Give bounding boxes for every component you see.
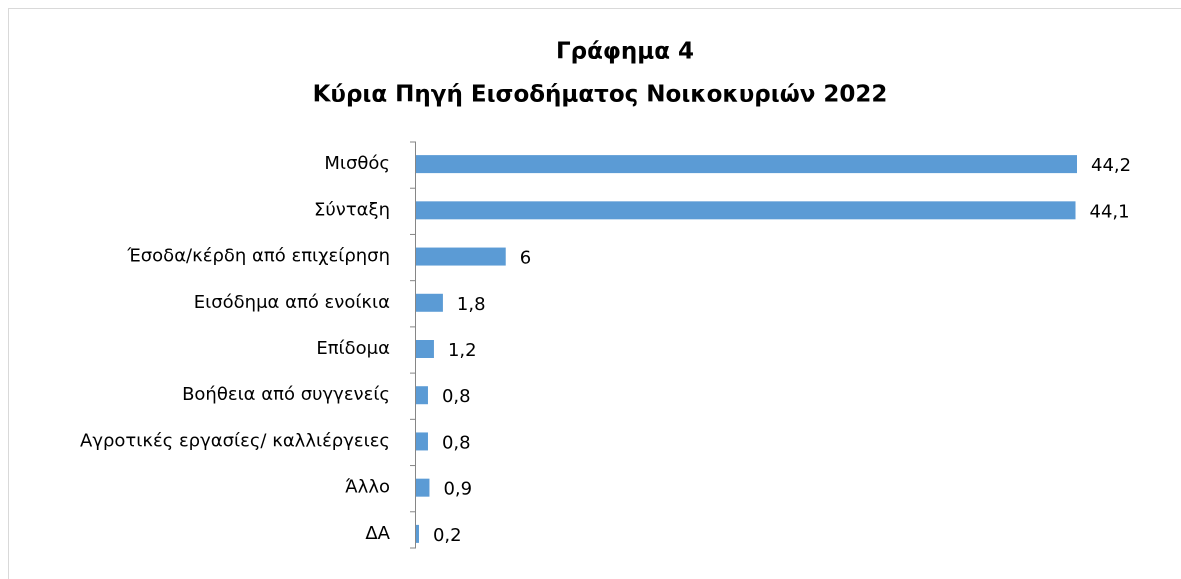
y-tick-label: Σύνταξη	[314, 199, 390, 220]
data-label: 44,2	[1091, 155, 1131, 176]
bar	[416, 247, 506, 266]
y-tick-label: Εισόδημα από ενοίκια	[194, 292, 390, 313]
y-tick-label: Άλλο	[345, 477, 390, 498]
chart-subtitle: Κύρια Πηγή Εισοδήματος Νοικοκυριών 2022	[313, 82, 888, 108]
data-label: 0,8	[442, 432, 471, 453]
y-tick-label: Έσοδα/κέρδη από επιχείρηση	[126, 246, 390, 267]
y-tick-label: Βοήθεια από συγγενείς	[182, 384, 390, 405]
data-label: 6	[520, 248, 531, 269]
chart-frame	[8, 8, 1181, 579]
bar	[416, 293, 443, 312]
bar	[416, 478, 430, 497]
y-tick-label: Επίδομα	[316, 338, 390, 359]
bar	[416, 340, 434, 358]
data-label: 0,8	[442, 386, 471, 407]
bar	[416, 524, 419, 543]
data-label: 0,2	[433, 525, 462, 546]
y-tick-label: Αγροτικές εργασίες/ καλλιέργειες	[80, 430, 390, 451]
y-tick-label: Μισθός	[324, 153, 390, 174]
bar	[416, 201, 1076, 220]
chart-title: Γράφημα 4	[556, 39, 694, 65]
data-label: 1,8	[457, 294, 486, 315]
data-label: 1,2	[448, 340, 477, 361]
data-label: 0,9	[443, 479, 472, 500]
data-label: 44,1	[1090, 201, 1130, 222]
bar	[416, 386, 428, 405]
y-tick-label: ΔΑ	[365, 523, 390, 544]
bar	[416, 155, 1077, 174]
bar	[416, 432, 428, 451]
